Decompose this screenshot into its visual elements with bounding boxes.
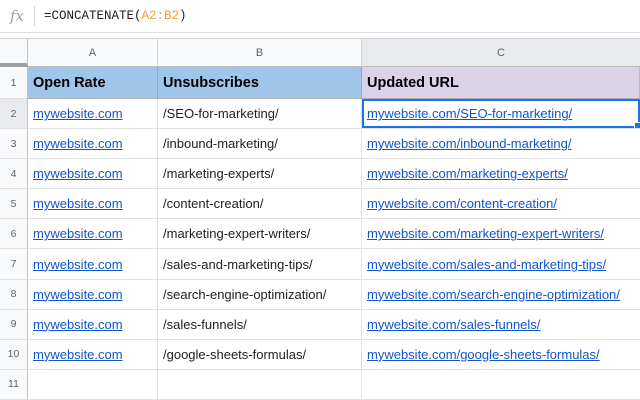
cell-a7[interactable]: mywebsite.com	[28, 249, 158, 280]
cell-c9-link[interactable]: mywebsite.com/sales-funnels/	[367, 316, 541, 332]
cell-c6[interactable]: mywebsite.com/marketing-expert-writers/	[362, 219, 640, 250]
cell-a4[interactable]: mywebsite.com	[28, 159, 158, 190]
cell-b3[interactable]: /inbound-marketing/	[158, 129, 362, 160]
cell-a3[interactable]: mywebsite.com	[28, 129, 158, 160]
row-header-1[interactable]: 1	[0, 67, 28, 99]
cell-b4[interactable]: /marketing-experts/	[158, 159, 362, 190]
row-header-10[interactable]: 10	[0, 339, 28, 370]
cell-a6[interactable]: mywebsite.com	[28, 219, 158, 250]
cell-a2[interactable]: mywebsite.com	[28, 99, 158, 130]
formula-suffix: )	[179, 9, 187, 23]
cell-c4-link[interactable]: mywebsite.com/marketing-experts/	[367, 166, 568, 182]
column-header-b[interactable]: B	[158, 38, 362, 67]
cell-c8-link[interactable]: mywebsite.com/search-engine-optimization…	[367, 286, 620, 302]
cell-c7-link[interactable]: mywebsite.com/sales-and-marketing-tips/	[367, 256, 607, 272]
row-header-7[interactable]: 7	[0, 249, 28, 280]
row-header-4[interactable]: 4	[0, 159, 28, 190]
cell-a2-link[interactable]: mywebsite.com	[33, 106, 123, 122]
cell-c11[interactable]	[362, 369, 640, 400]
row-header-3[interactable]: 3	[0, 129, 28, 160]
cell-c7[interactable]: mywebsite.com/sales-and-marketing-tips/	[362, 249, 640, 280]
formula-prefix: =CONCATENATE(	[44, 9, 142, 23]
row-header-6[interactable]: 6	[0, 219, 28, 250]
row-header-9[interactable]: 9	[0, 309, 28, 340]
fx-icon: fx	[9, 7, 24, 25]
cell-a10[interactable]: mywebsite.com	[28, 339, 158, 370]
fill-handle[interactable]	[634, 122, 640, 129]
cell-a1[interactable]: Open Rate	[28, 67, 158, 99]
row-header-2[interactable]: 2	[0, 99, 28, 130]
cell-c8[interactable]: mywebsite.com/search-engine-optimization…	[362, 279, 640, 310]
formula-input[interactable]: =CONCATENATE(A2:B2)	[44, 9, 187, 23]
cell-a8[interactable]: mywebsite.com	[28, 279, 158, 310]
formula-bar-gap	[0, 33, 640, 38]
cell-c1[interactable]: Updated URL	[362, 67, 640, 99]
cell-a5-link[interactable]: mywebsite.com	[33, 196, 123, 212]
cell-c2-selected[interactable]: mywebsite.com/SEO-for-marketing/	[362, 99, 640, 130]
cell-c4[interactable]: mywebsite.com/marketing-experts/	[362, 159, 640, 190]
column-header-a[interactable]: A	[28, 38, 158, 67]
spreadsheet-grid: A B C 1 Open Rate Unsubscribes Updated U…	[0, 38, 640, 400]
cell-c10-link[interactable]: mywebsite.com/google-sheets-formulas/	[367, 346, 600, 362]
cell-c3[interactable]: mywebsite.com/inbound-marketing/	[362, 129, 640, 160]
cell-c5[interactable]: mywebsite.com/content-creation/	[362, 189, 640, 220]
cell-a8-link[interactable]: mywebsite.com	[33, 286, 123, 302]
cell-c9[interactable]: mywebsite.com/sales-funnels/	[362, 309, 640, 340]
cell-a4-link[interactable]: mywebsite.com	[33, 166, 123, 182]
formula-bar-divider	[34, 6, 35, 26]
cell-a6-link[interactable]: mywebsite.com	[33, 226, 123, 242]
row-header-5[interactable]: 5	[0, 189, 28, 220]
cell-a11[interactable]	[28, 369, 158, 400]
cell-c2-link[interactable]: mywebsite.com/SEO-for-marketing/	[367, 106, 573, 122]
cell-c6-link[interactable]: mywebsite.com/marketing-expert-writers/	[367, 226, 604, 242]
cell-a9-link[interactable]: mywebsite.com	[33, 316, 123, 332]
cell-b9[interactable]: /sales-funnels/	[158, 309, 362, 340]
formula-bar: fx =CONCATENATE(A2:B2)	[0, 0, 640, 33]
cell-c3-link[interactable]: mywebsite.com/inbound-marketing/	[367, 136, 572, 152]
cell-a7-link[interactable]: mywebsite.com	[33, 256, 123, 272]
row-header-11[interactable]: 11	[0, 369, 28, 400]
cell-b1[interactable]: Unsubscribes	[158, 67, 362, 99]
cell-b2[interactable]: /SEO-for-marketing/	[158, 99, 362, 130]
cell-b10[interactable]: /google-sheets-formulas/	[158, 339, 362, 370]
cell-b11[interactable]	[158, 369, 362, 400]
cell-c5-link[interactable]: mywebsite.com/content-creation/	[367, 196, 558, 212]
row-header-8[interactable]: 8	[0, 279, 28, 310]
cell-b6[interactable]: /marketing-expert-writers/	[158, 219, 362, 250]
cell-b7[interactable]: /sales-and-marketing-tips/	[158, 249, 362, 280]
cell-b5[interactable]: /content-creation/	[158, 189, 362, 220]
cell-a10-link[interactable]: mywebsite.com	[33, 346, 123, 362]
column-header-c[interactable]: C	[362, 38, 640, 67]
cell-a5[interactable]: mywebsite.com	[28, 189, 158, 220]
cell-a3-link[interactable]: mywebsite.com	[33, 136, 123, 152]
cell-a9[interactable]: mywebsite.com	[28, 309, 158, 340]
select-all-corner[interactable]	[0, 38, 28, 67]
cell-c10[interactable]: mywebsite.com/google-sheets-formulas/	[362, 339, 640, 370]
formula-range: A2:B2	[141, 9, 180, 23]
cell-b8[interactable]: /search-engine-optimization/	[158, 279, 362, 310]
